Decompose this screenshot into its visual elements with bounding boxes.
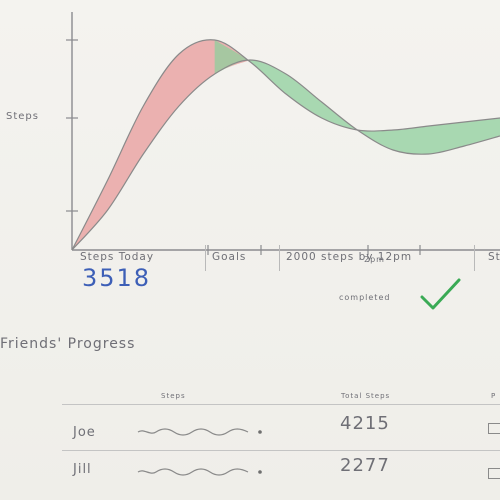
stats-divider: [474, 245, 475, 271]
stats-divider: [279, 245, 280, 271]
friend-name: Jill: [73, 462, 92, 477]
check-icon: [420, 278, 461, 310]
x-tick-label-2pm: 2pm: [364, 255, 385, 264]
stats-next-item: St: [488, 251, 500, 263]
stats-divider: [205, 245, 206, 271]
above-goal-area: [72, 39, 251, 250]
friend-total-steps: 4215: [340, 413, 390, 434]
column-header-steps: Steps: [161, 392, 186, 400]
friend-total-steps: 2277: [340, 455, 390, 476]
column-header-total-steps: Total Steps: [341, 392, 391, 400]
table-divider: [62, 450, 500, 451]
table-divider: [62, 404, 500, 405]
column-header-partial: P: [491, 392, 497, 400]
actual-steps-line: [71, 39, 500, 251]
below-goal-area: [214, 40, 500, 155]
friends-progress-title: Friends' Progress: [0, 336, 136, 352]
friend-steps-sparkline: [137, 468, 262, 476]
friend-name: Joe: [73, 425, 96, 440]
steps-chart: [66, 12, 500, 255]
goal-description: 2000 steps by 12pm: [286, 251, 413, 263]
friend-steps-sparkline: [137, 428, 262, 436]
steps-today-value: 3518: [82, 264, 152, 292]
row-action-box[interactable]: [488, 468, 500, 479]
row-action-box[interactable]: [488, 423, 500, 434]
goal-status: completed: [339, 293, 391, 302]
y-axis-label: Steps: [6, 111, 39, 122]
goals-label: Goals: [212, 251, 247, 263]
goal-steps-line: [71, 59, 500, 251]
steps-today-label: Steps Today: [80, 251, 155, 263]
